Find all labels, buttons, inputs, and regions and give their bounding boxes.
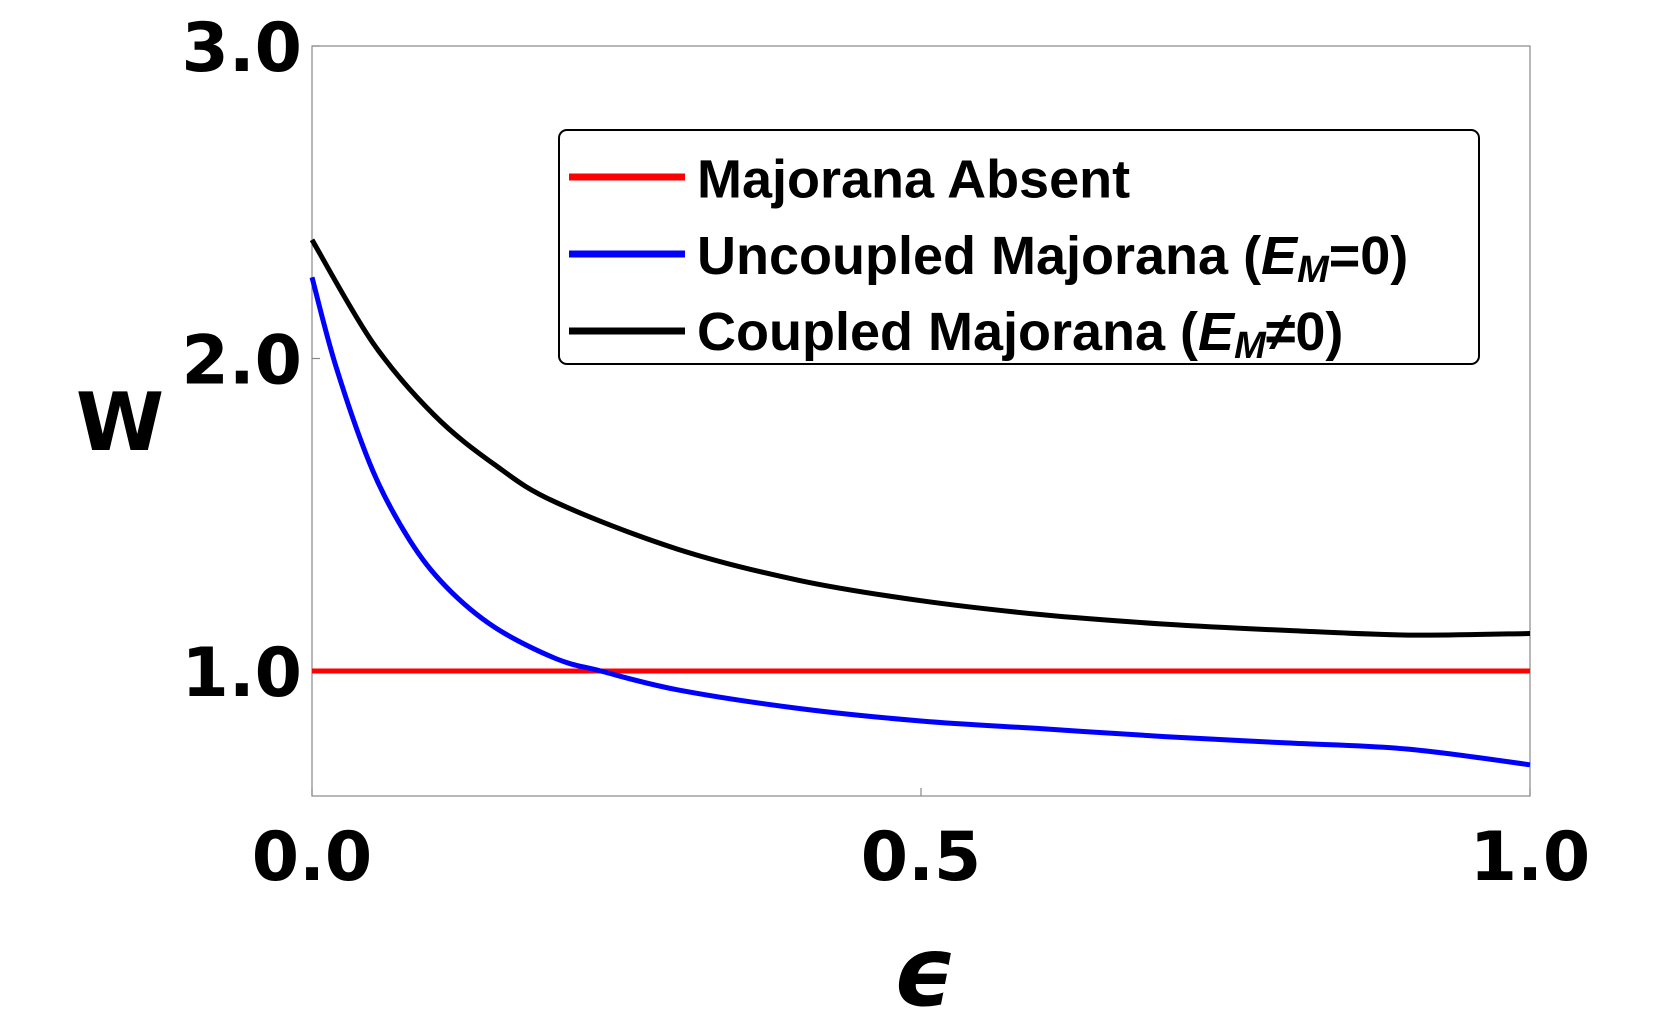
legend-label-coupled-prefix: Coupled Majorana ( xyxy=(697,302,1198,362)
legend-label-coupled-majorana: Coupled Majorana (EM≠0) xyxy=(697,302,1343,367)
y-axis-label: W xyxy=(76,376,164,469)
legend-box xyxy=(558,129,1480,365)
legend-label-coupled-sub: M xyxy=(1234,325,1267,367)
x-tick-label: 1.0 xyxy=(1470,818,1590,897)
legend-label-uncoupled-suffix: =0) xyxy=(1329,226,1409,286)
x-tick-label: 0.0 xyxy=(252,818,372,897)
y-tick-label: 2.0 xyxy=(182,322,302,401)
x-tick-label: 0.5 xyxy=(861,818,981,897)
legend-label-uncoupled-var: E xyxy=(1261,226,1299,286)
legend-label-coupled-suffix: ≠0) xyxy=(1266,302,1344,362)
legend-label-uncoupled-sub: M xyxy=(1297,249,1330,291)
ticks: 0.0 0.5 1.0 1.0 2.0 3.0 xyxy=(182,9,1591,897)
legend: Majorana Absent Uncoupled Majorana (EM=0… xyxy=(558,129,1480,367)
y-tick-label: 3.0 xyxy=(182,9,302,88)
y-tick-label: 1.0 xyxy=(182,634,302,713)
legend-label-majorana-absent: Majorana Absent xyxy=(697,149,1130,209)
legend-label-coupled-var: E xyxy=(1198,302,1236,362)
legend-label-uncoupled-prefix: Uncoupled Majorana ( xyxy=(697,226,1261,286)
series-line-coupled-majorana xyxy=(309,238,1531,638)
x-axis-label: ϵ xyxy=(893,916,955,1028)
series-layer xyxy=(309,238,1531,768)
legend-label-uncoupled-majorana: Uncoupled Majorana (EM=0) xyxy=(697,226,1408,291)
series-line-uncoupled-majorana xyxy=(309,276,1531,768)
